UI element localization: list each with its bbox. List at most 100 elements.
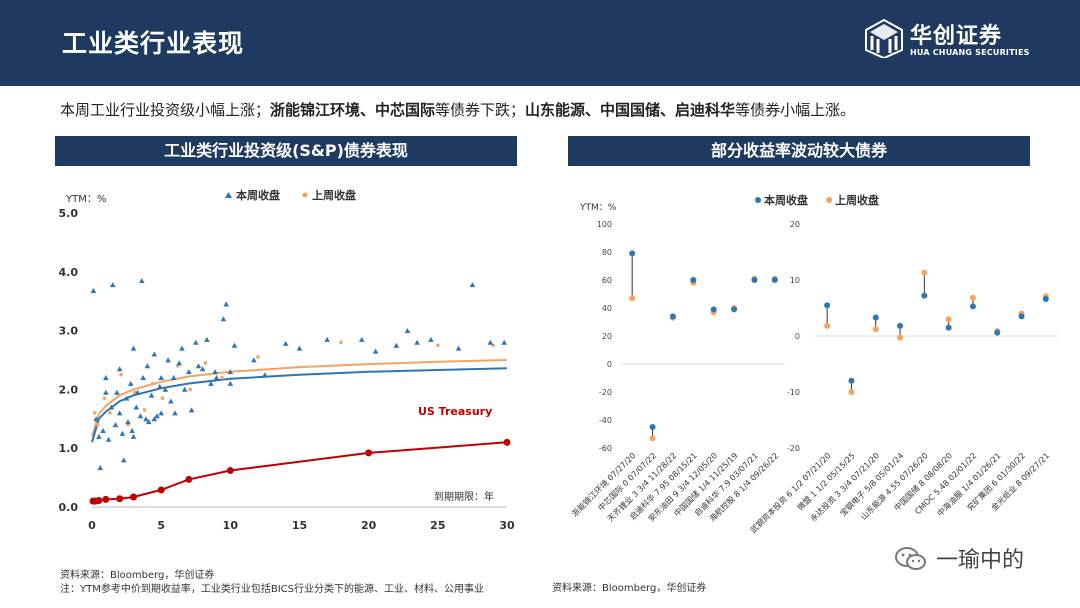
this-week-point [168,398,174,404]
last-week-point [491,343,495,348]
this-week-point [144,363,151,369]
source-note-right: 资料来源：Bloomberg，华创证券 [552,583,707,594]
this-week-point [223,301,229,307]
category-label: 中海油服 1/4 01/26/21 [935,450,1003,518]
category-label: 天齐锂业 3 3/4 11/28/22 [605,450,678,523]
y-tick-label: 80 [602,248,612,257]
this-week-point [109,282,116,288]
last-week-point [92,411,97,415]
last-week-point [1018,310,1025,317]
last-week-point [994,327,1001,334]
logo-text-cn: 华创证券 [910,24,1003,49]
y-axis-label: YTM：% [65,194,106,205]
y-tick-label: -20 [599,388,612,397]
y-tick-label: 4.0 [59,266,79,279]
legend-last-week-label: 上周收盘 [312,188,356,202]
y-tick-label: -60 [599,444,612,453]
treasury-annotation: US Treasury [418,405,492,418]
last-week-point [771,275,778,282]
y-tick-label: 20 [602,332,612,341]
y-tick-label: -40 [599,416,612,425]
treasury-point [130,493,137,501]
last-week-point [102,396,107,401]
this-week-point [151,416,158,422]
this-week-point [127,380,134,386]
last-week-point [945,316,952,323]
this-week-point [151,351,158,357]
this-week-point [669,313,676,320]
this-week-point [162,386,169,392]
wechat-icon [895,547,926,570]
this-week-point [96,433,102,439]
x-tick-label: 30 [499,519,515,532]
this-week-point [165,357,171,363]
treasury-point [116,495,124,503]
category-label: 安东油田 9 3/4 12/05/20 [646,450,719,523]
summary-bold-2: 山东能源、中国国储、启迪科华 [525,101,736,119]
this-week-point [154,413,160,419]
category-label: 武钢资本投资 6 1/2 07/21/20 [748,450,833,535]
this-week-point [188,407,195,413]
this-week-point [100,427,106,433]
this-week-point [428,336,434,342]
y-tick-label: 60 [602,276,612,285]
this-week-point [97,465,104,471]
y-tick-label: 0 [795,332,800,341]
this-week-point [629,250,636,257]
x-axis-label: 到期期限：年 [434,490,494,503]
this-week-point [208,380,214,386]
header-bar: 工业类行业表现 华创证券 HUA CHUANG SECURITIES [0,0,1080,86]
this-week-point [156,383,163,389]
y-tick-label: 20 [790,220,800,229]
last-week-point [710,309,717,316]
this-week-point [227,369,234,375]
this-week-point [108,404,115,410]
y-axis-label: YTM：% [579,203,617,213]
this-week-point [690,277,697,283]
last-week-point [897,334,904,341]
source-note-left: 资料来源：Bloomberg，华创证券 [60,570,215,581]
this-week-point [262,372,268,378]
x-tick-label: 0 [88,519,96,532]
last-week-point [669,314,676,321]
treasury-point [365,449,373,457]
legend-last-week-marker [302,192,308,198]
this-week-point [140,375,146,381]
last-week-point [203,361,208,365]
this-week-point [112,422,119,428]
this-week-point [501,339,508,345]
this-week-point [751,277,758,283]
legend-this-week-marker [225,192,232,198]
summary-part-3: 等债券小幅上涨。 [735,101,856,119]
this-week-point [710,306,717,313]
x-tick-label: 25 [430,519,445,532]
x-tick-label: 15 [292,519,307,532]
this-week-point [158,410,164,416]
this-week-point [192,339,199,345]
this-week-point [93,416,99,422]
category-label: 金光纸业 8 09/27/21 [989,450,1051,512]
last-week-point [188,387,193,392]
this-week-point [897,322,904,329]
summary-text: 本周工业行业投资级小幅上涨；浙能锦江环境、中芯国际等债券下跌；山东能源、中国国储… [60,99,855,120]
this-week-point [114,389,120,395]
this-week-point [231,342,238,348]
this-week-point [129,427,135,433]
last-week-point [731,305,738,311]
this-week-point [404,328,411,333]
category-label: 启迪科华 7.9 03/07/21 [692,450,760,518]
category-label: 宝钢电子 5/8 05/01/24 [838,450,906,518]
this-week-point [90,288,97,294]
y-tick-label: 0.0 [59,501,79,514]
y-tick-label: -10 [787,388,800,397]
last-week-point [108,411,112,415]
y-tick-label: 40 [602,304,612,313]
this-week-point [145,419,152,425]
last-week-point [629,295,636,302]
y-tick-label: 100 [597,220,612,229]
this-week-point [824,302,831,309]
this-week-point [134,389,141,395]
this-week-point [186,369,192,375]
last-week-point [848,389,855,395]
